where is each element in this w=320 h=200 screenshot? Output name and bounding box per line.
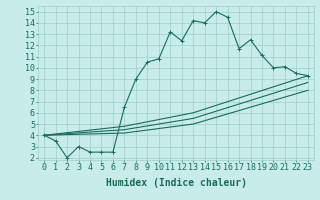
X-axis label: Humidex (Indice chaleur): Humidex (Indice chaleur) xyxy=(106,178,246,188)
